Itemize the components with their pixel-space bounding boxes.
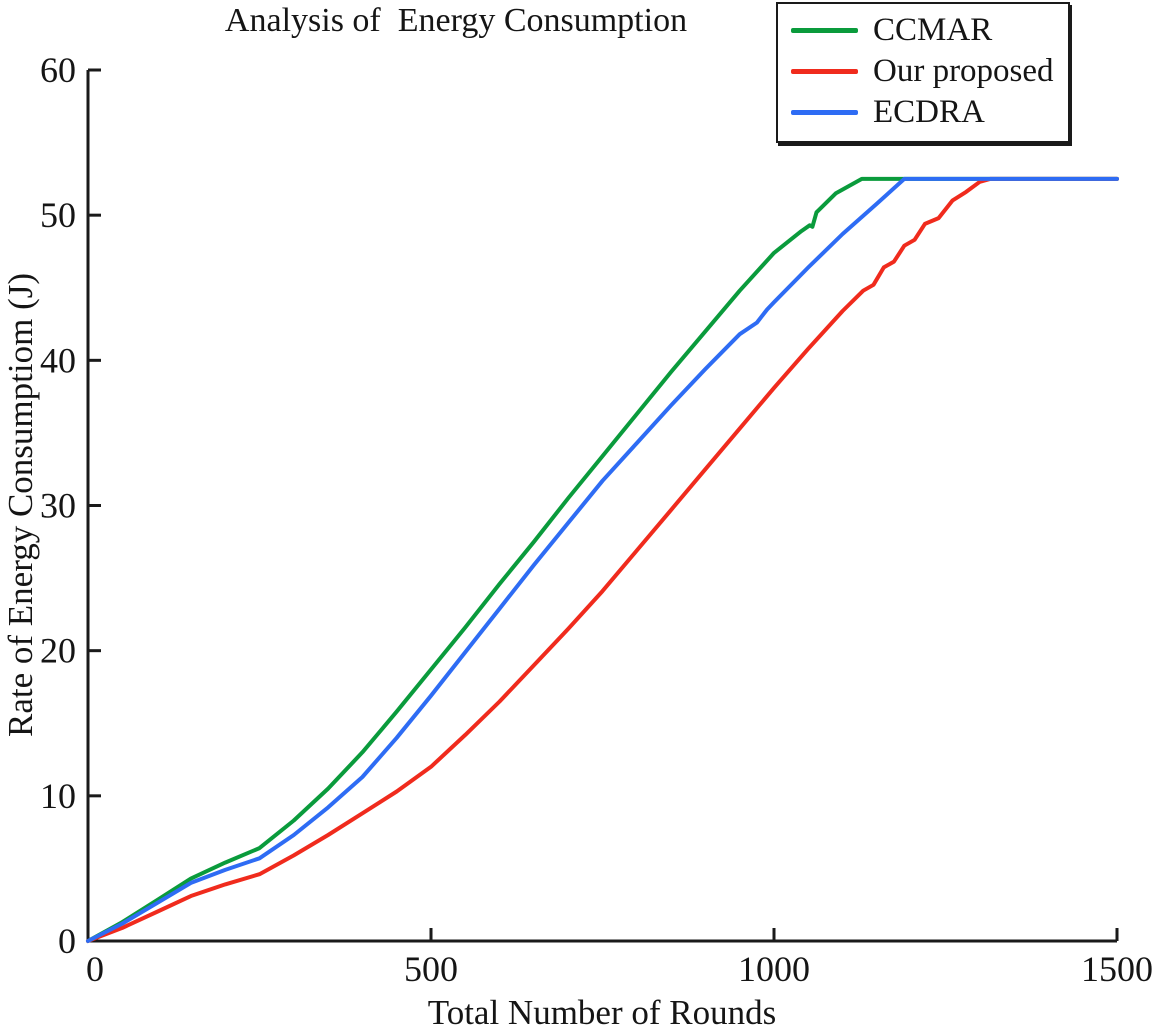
y-tick-label: 10: [40, 776, 76, 816]
x-tick-label: 0: [86, 949, 104, 989]
legend-label-ccmar: CCMAR: [873, 12, 993, 48]
x-tick-label: 1500: [1081, 949, 1153, 989]
series-line-our-proposed: [86, 176, 1119, 943]
y-tick-label: 20: [40, 631, 76, 671]
legend-label-ecdra: ECDRA: [873, 94, 985, 130]
legend-label-our-proposed: Our proposed: [873, 53, 1054, 89]
y-axis-label: Rate of Energy Consumptiom (J): [1, 272, 40, 738]
legend: CCMAR Our proposed ECDRA: [776, 2, 1070, 143]
x-tick-label: 500: [404, 949, 458, 989]
series-line-ecdra: [86, 176, 1119, 943]
legend-swatch-ccmar: [791, 28, 858, 33]
y-tick-label: 50: [40, 195, 76, 235]
y-tick-label: 0: [58, 921, 76, 961]
chart-title: Analysis of Energy Consumption: [224, 2, 688, 39]
legend-swatch-our-proposed: [791, 69, 858, 74]
y-tick-label: 30: [40, 486, 76, 526]
x-axis-label: Total Number of Rounds: [427, 993, 777, 1032]
series-line-ccmar: [86, 176, 1119, 943]
legend-item-ccmar: CCMAR: [778, 10, 1068, 51]
y-tick-label: 60: [40, 50, 76, 90]
legend-item-our-proposed: Our proposed: [778, 51, 1068, 92]
axes: [86, 70, 1117, 943]
legend-item-ecdra: ECDRA: [778, 92, 1068, 133]
y-tick-label: 40: [40, 340, 76, 380]
legend-swatch-ecdra: [791, 110, 858, 115]
x-tick-label: 1000: [738, 949, 810, 989]
